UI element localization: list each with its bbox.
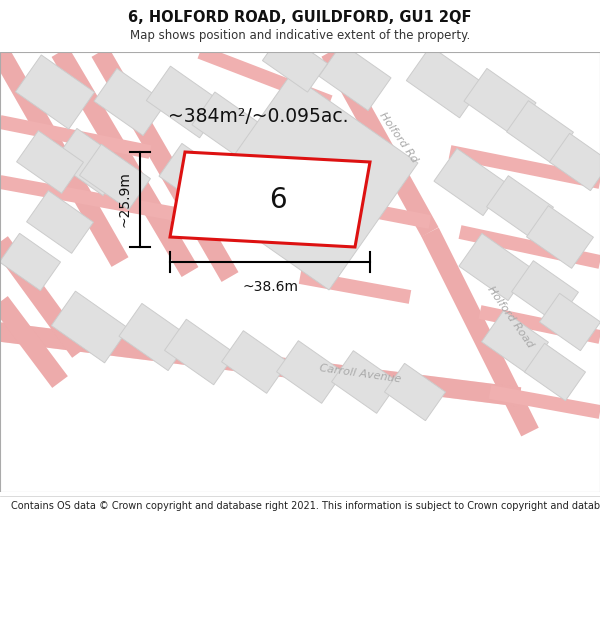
Text: Contains OS data © Crown copyright and database right 2021. This information is : Contains OS data © Crown copyright and d…	[11, 501, 600, 511]
Polygon shape	[459, 233, 531, 301]
Polygon shape	[550, 133, 600, 191]
Polygon shape	[319, 43, 391, 111]
Polygon shape	[17, 131, 83, 193]
Polygon shape	[512, 261, 578, 323]
Polygon shape	[146, 66, 224, 138]
Polygon shape	[52, 291, 128, 363]
Polygon shape	[262, 32, 328, 92]
Polygon shape	[159, 143, 231, 211]
Polygon shape	[0, 233, 61, 291]
Polygon shape	[539, 293, 600, 351]
Text: ~38.6m: ~38.6m	[242, 280, 298, 294]
Polygon shape	[170, 152, 370, 247]
Text: ~384m²/~0.095ac.: ~384m²/~0.095ac.	[168, 107, 348, 126]
Polygon shape	[332, 351, 398, 413]
Polygon shape	[385, 363, 446, 421]
Text: Holford Road: Holford Road	[485, 284, 535, 349]
Text: ~25.9m: ~25.9m	[118, 171, 132, 227]
Text: 6: 6	[269, 186, 287, 214]
Polygon shape	[217, 161, 283, 223]
Polygon shape	[94, 68, 166, 136]
Polygon shape	[26, 191, 94, 253]
Polygon shape	[487, 176, 553, 238]
Polygon shape	[506, 101, 574, 163]
Polygon shape	[80, 144, 151, 210]
Text: Map shows position and indicative extent of the property.: Map shows position and indicative extent…	[130, 29, 470, 42]
Polygon shape	[202, 74, 418, 290]
Polygon shape	[482, 311, 548, 373]
Polygon shape	[54, 128, 126, 196]
Text: Holford Rd: Holford Rd	[377, 110, 419, 164]
Polygon shape	[406, 46, 484, 118]
Polygon shape	[192, 92, 268, 162]
Text: Carroll Avenue: Carroll Avenue	[319, 363, 401, 384]
Polygon shape	[221, 331, 289, 393]
Polygon shape	[277, 341, 343, 403]
Polygon shape	[524, 343, 586, 401]
Text: 6, HOLFORD ROAD, GUILDFORD, GU1 2QF: 6, HOLFORD ROAD, GUILDFORD, GU1 2QF	[128, 11, 472, 26]
Polygon shape	[119, 303, 191, 371]
Polygon shape	[164, 319, 235, 385]
Polygon shape	[434, 148, 506, 216]
Polygon shape	[464, 68, 536, 136]
Polygon shape	[527, 206, 593, 268]
Polygon shape	[16, 55, 95, 129]
